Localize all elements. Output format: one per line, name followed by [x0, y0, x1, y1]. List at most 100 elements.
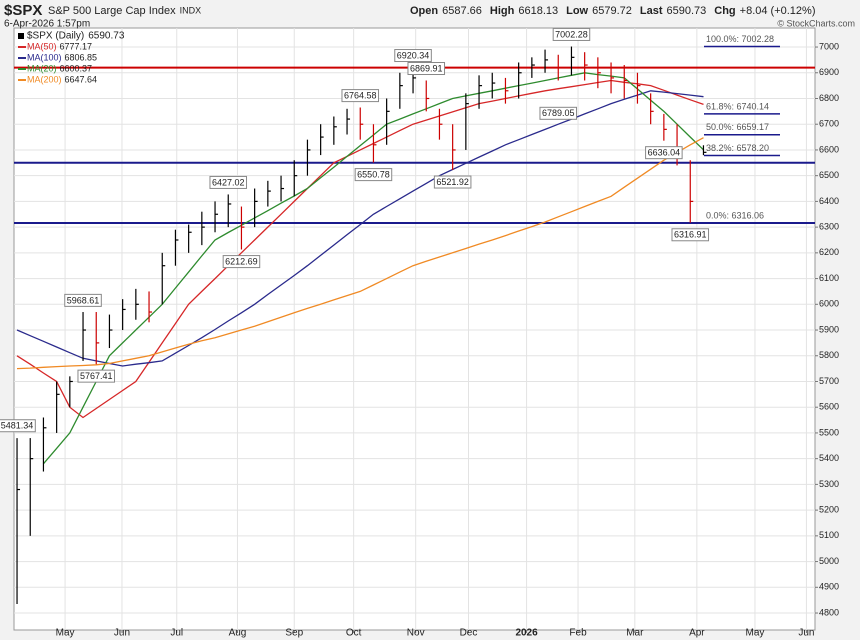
datetime: 6-Apr-2026 1:57pm — [4, 19, 90, 30]
annotation-label: 5767.41 — [80, 371, 113, 381]
annotation-box — [394, 49, 432, 63]
annotation-label: 6427.02 — [212, 177, 245, 187]
ma-line — [16, 90, 704, 367]
legend-label: MA(100) — [27, 52, 62, 62]
fib-label: 50.0%: 6659.17 — [706, 122, 769, 132]
annotation-label: 6869.91 — [410, 63, 443, 73]
annotation-box — [222, 255, 261, 269]
fib-label: 38.2%: 6578.20 — [706, 143, 769, 153]
legend-swatch — [18, 33, 24, 39]
quote-label: Low — [566, 5, 588, 17]
x-tick-label: Apr — [689, 628, 705, 639]
annotation-box — [671, 228, 710, 242]
quote-value: 6579.72 — [592, 5, 632, 17]
y-tick-label: 5600 — [819, 402, 839, 412]
x-tick-label: Feb — [569, 628, 587, 639]
annotation-label: 5481.34 — [1, 421, 34, 431]
legend-value: 6806.85 — [65, 52, 98, 62]
quote-value: +8.04 (+0.12%) — [740, 5, 816, 17]
quote-value: 6618.13 — [518, 5, 558, 17]
legend-value: 6777.17 — [60, 41, 93, 51]
x-tick-label: Aug — [229, 628, 247, 639]
y-tick-label: 5900 — [819, 324, 839, 334]
annotation-box — [433, 175, 472, 189]
quote-label: High — [490, 5, 515, 17]
exchange: INDX — [180, 5, 202, 15]
annotation-label: 5968.61 — [67, 295, 100, 305]
y-tick-label: 5800 — [819, 350, 839, 360]
symbol: $SPX — [4, 2, 42, 19]
y-tick-label: 6600 — [819, 144, 839, 154]
annotation-box — [77, 369, 116, 383]
legend-value: 6600.37 — [60, 63, 93, 73]
x-tick-label: Sep — [285, 628, 303, 639]
annotation-label: 6636.04 — [648, 148, 681, 158]
fib-label: 61.8%: 6740.14 — [706, 101, 769, 111]
annotation-box — [0, 419, 36, 433]
annotation-box — [341, 89, 380, 103]
annotation-label: 6316.91 — [674, 230, 707, 240]
x-tick-label: May — [745, 628, 764, 639]
x-tick-label: Dec — [460, 628, 478, 639]
x-tick-label: Mar — [626, 628, 644, 639]
y-tick-label: 6500 — [819, 170, 839, 180]
x-tick-label: Jun — [798, 628, 814, 639]
y-tick-label: 4800 — [819, 607, 839, 617]
quote-label: Chg — [714, 5, 735, 17]
y-tick-label: 5700 — [819, 376, 839, 386]
y-tick-label: 6800 — [819, 93, 839, 103]
annotation-box — [645, 146, 683, 160]
ma-line — [16, 79, 704, 419]
index-name: S&P 500 Large Cap Index — [48, 5, 176, 17]
annotation-box — [354, 168, 393, 182]
y-tick-label: 6200 — [819, 247, 839, 257]
x-tick-label: Jul — [170, 628, 183, 639]
x-tick-label: Oct — [346, 628, 362, 639]
y-tick-label: 6700 — [819, 119, 839, 129]
quote-label: Open — [410, 5, 438, 17]
annotation-box — [407, 62, 446, 76]
fib-label: 100.0%: 7002.28 — [706, 34, 774, 44]
annotation-label: 6550.78 — [357, 169, 390, 179]
y-tick-label: 5000 — [819, 556, 839, 566]
x-tick-label: May — [56, 628, 75, 639]
legend-value: 6647.64 — [65, 74, 98, 84]
y-tick-label: 6400 — [819, 196, 839, 206]
y-tick-label: 6000 — [819, 299, 839, 309]
y-tick-label: 6300 — [819, 221, 839, 231]
quote-label: Last — [640, 5, 663, 17]
ma-line — [16, 137, 704, 370]
annotation-box — [64, 293, 102, 307]
annotation-box — [552, 27, 591, 41]
legend-label: MA(50) — [27, 41, 57, 51]
fib-label: 0.0%: 6316.06 — [706, 210, 764, 220]
y-tick-label: 7000 — [819, 41, 839, 51]
quote-value: 6590.73 — [667, 5, 707, 17]
legend-label: MA(20) — [27, 63, 57, 73]
annotation-label: 6789.05 — [542, 108, 575, 118]
y-tick-label: 6100 — [819, 273, 839, 283]
annotation-box — [209, 175, 248, 189]
y-tick-label: 5200 — [819, 504, 839, 514]
x-tick-label: Jun — [114, 628, 130, 639]
plot-area — [13, 27, 816, 631]
annotation-label: 6920.34 — [397, 50, 430, 60]
y-tick-label: 4900 — [819, 582, 839, 592]
y-tick-label: 5400 — [819, 453, 839, 463]
annotation-label: 6212.69 — [225, 256, 258, 266]
x-tick-label: 2026 — [515, 628, 538, 639]
y-tick-label: 5100 — [819, 530, 839, 540]
annotation-box — [539, 106, 578, 120]
y-tick-label: 5500 — [819, 427, 839, 437]
y-tick-label: 5300 — [819, 479, 839, 489]
annotation-label: 6521.92 — [436, 177, 469, 187]
legend-label: $SPX (Daily) — [27, 31, 84, 42]
quote-value: 6587.66 — [442, 5, 482, 17]
y-tick-label: 6900 — [819, 67, 839, 77]
annotation-label: 7002.28 — [555, 29, 588, 39]
x-tick-label: Nov — [407, 628, 425, 639]
credit: © StockCharts.com — [777, 18, 855, 28]
legend-value: 6590.73 — [88, 31, 125, 42]
legend-label: MA(200) — [27, 74, 62, 84]
